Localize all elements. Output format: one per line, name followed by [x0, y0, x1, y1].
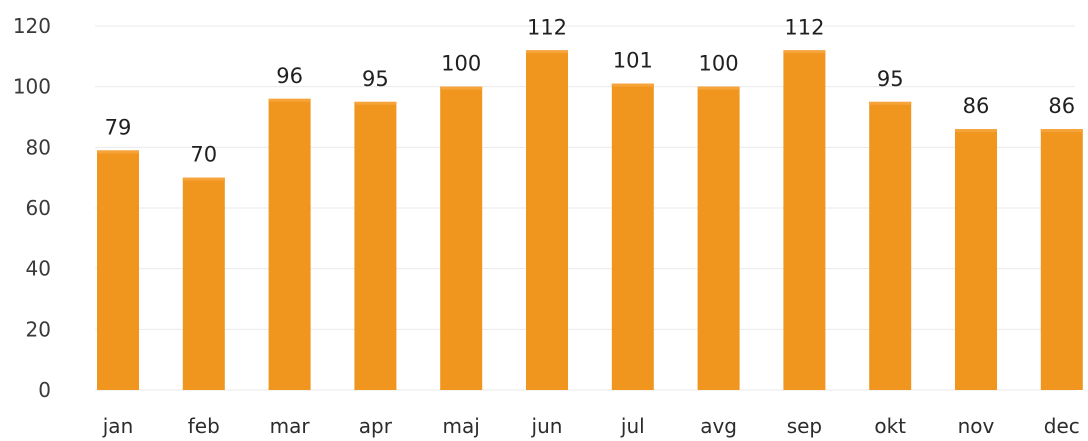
- bar-top-highlight: [97, 150, 139, 154]
- x-tick-label-avg: avg: [700, 414, 737, 438]
- bar-top-highlight: [611, 83, 654, 87]
- data-label-apr: 95: [362, 67, 389, 91]
- bar-rect: [182, 177, 225, 390]
- bar-rect: [440, 86, 483, 391]
- bar-dec: [1040, 129, 1083, 390]
- bar-sep: [783, 50, 826, 391]
- data-label-okt: 95: [877, 67, 904, 91]
- x-tick-label-feb: feb: [188, 414, 220, 438]
- data-label-dec: 86: [1048, 94, 1075, 118]
- y-tick-label: 60: [26, 196, 51, 220]
- bar-top-highlight: [182, 177, 225, 181]
- bar-rect: [97, 150, 139, 390]
- bar-top-highlight: [354, 101, 397, 105]
- bar-rect: [869, 101, 912, 390]
- data-label-sep: 112: [784, 15, 824, 39]
- y-tick-label: 100: [13, 75, 51, 99]
- bar-top-highlight: [697, 86, 740, 90]
- x-tick-label-mar: mar: [270, 414, 311, 438]
- bar-rect: [526, 50, 568, 391]
- bar-jun: [526, 50, 568, 391]
- bar-rect: [783, 50, 826, 391]
- data-label-nov: 86: [963, 94, 990, 118]
- x-tick-label-jun: jun: [531, 414, 563, 438]
- bar-rect: [611, 83, 654, 390]
- bar-top-highlight: [869, 101, 912, 105]
- y-tick-label: 20: [26, 317, 51, 341]
- bars: [97, 50, 1083, 391]
- bar-feb: [182, 177, 225, 390]
- y-tick-label: 80: [26, 135, 51, 159]
- y-tick-label: 120: [13, 14, 51, 38]
- data-label-jan: 79: [105, 115, 132, 139]
- bar-rect: [955, 129, 997, 390]
- data-label-feb: 70: [190, 143, 217, 167]
- bar-top-highlight: [268, 98, 311, 102]
- bar-jul: [611, 83, 654, 390]
- y-axis: 0 20 40 60 80 100 120: [13, 14, 51, 402]
- data-label-maj: 100: [441, 52, 481, 76]
- y-tick-label: 40: [26, 257, 51, 281]
- x-tick-label-apr: apr: [359, 414, 393, 438]
- data-labels: 79 70 96 95 100 112 101 100 112 95 86 86: [105, 15, 1076, 166]
- data-label-mar: 96: [276, 64, 303, 88]
- bar-rect: [268, 98, 311, 391]
- y-tick-label: 0: [38, 378, 51, 402]
- bar-avg: [697, 86, 740, 391]
- bar-apr: [354, 101, 397, 390]
- bar-maj: [440, 86, 483, 391]
- x-tick-label-maj: maj: [443, 414, 480, 438]
- bar-top-highlight: [955, 129, 997, 133]
- x-tick-label-nov: nov: [958, 414, 995, 438]
- data-label-jul: 101: [613, 49, 653, 73]
- bar-top-highlight: [783, 50, 826, 54]
- bar-okt: [869, 101, 912, 390]
- data-label-avg: 100: [699, 52, 739, 76]
- bar-top-highlight: [440, 86, 483, 90]
- gridlines: [95, 25, 1075, 391]
- data-label-jun: 112: [527, 15, 567, 39]
- x-tick-label-jul: jul: [620, 414, 645, 438]
- x-tick-label-dec: dec: [1044, 414, 1080, 438]
- bar-rect: [1040, 129, 1083, 390]
- bar-rect: [697, 86, 740, 391]
- bar-top-highlight: [526, 50, 568, 54]
- bar-jan: [97, 150, 139, 390]
- bar-rect: [354, 101, 397, 390]
- x-tick-label-jan: jan: [102, 414, 134, 438]
- bar-mar: [268, 98, 311, 391]
- x-axis: jan feb mar apr maj jun jul avg sep okt nov dec: [102, 414, 1080, 438]
- bar-nov: [955, 129, 997, 390]
- x-tick-label-okt: okt: [874, 414, 906, 438]
- x-tick-label-sep: sep: [787, 414, 822, 438]
- bar-top-highlight: [1040, 129, 1083, 133]
